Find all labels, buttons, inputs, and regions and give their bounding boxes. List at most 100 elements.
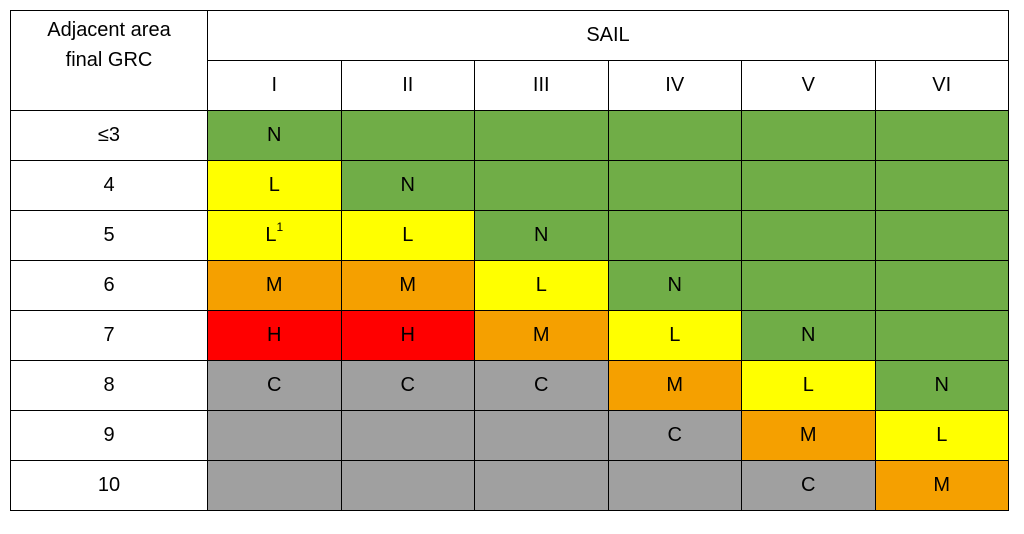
grc-value: 6 bbox=[103, 274, 115, 296]
risk-cell bbox=[607, 210, 742, 261]
risk-cell bbox=[874, 310, 1009, 361]
cell-content: L bbox=[402, 224, 413, 247]
risk-cell: M bbox=[474, 310, 609, 361]
risk-cell: M bbox=[207, 260, 342, 311]
risk-level: H bbox=[400, 324, 415, 346]
column-label: I bbox=[271, 74, 278, 96]
row-label: 10 bbox=[10, 460, 208, 511]
risk-level: C bbox=[267, 374, 282, 396]
row-label-header: Adjacent area final GRC bbox=[10, 10, 208, 111]
cell-content: N bbox=[935, 374, 949, 397]
group-header: SAIL bbox=[207, 10, 1009, 61]
cell-content: M bbox=[800, 424, 817, 447]
cell-content: L bbox=[669, 324, 680, 347]
risk-cell bbox=[607, 110, 742, 161]
cell-content: N bbox=[668, 274, 682, 297]
header-text: final GRC bbox=[65, 49, 153, 71]
risk-cell: L bbox=[741, 360, 876, 411]
column-header: IV bbox=[607, 60, 742, 111]
grc-value: 8 bbox=[103, 374, 115, 396]
column-label: III bbox=[532, 74, 550, 96]
row-label: 5 bbox=[10, 210, 208, 261]
risk-cell: N bbox=[874, 360, 1009, 411]
risk-cell bbox=[741, 210, 876, 261]
risk-level: H bbox=[267, 324, 282, 346]
row-label: 9 bbox=[10, 410, 208, 461]
risk-cell bbox=[741, 160, 876, 211]
risk-level: C bbox=[534, 374, 549, 396]
risk-cell bbox=[607, 160, 742, 211]
risk-level: M bbox=[399, 274, 417, 296]
row-label: 8 bbox=[10, 360, 208, 411]
risk-cell bbox=[741, 110, 876, 161]
risk-cell bbox=[874, 160, 1009, 211]
header-text: Adjacent area bbox=[47, 19, 171, 41]
risk-cell bbox=[474, 410, 609, 461]
column-header: II bbox=[340, 60, 475, 111]
risk-cell: H bbox=[207, 310, 342, 361]
column-header: III bbox=[474, 60, 609, 111]
row-label: 6 bbox=[10, 260, 208, 311]
grc-value: ≤3 bbox=[97, 124, 121, 146]
risk-cell bbox=[340, 460, 475, 511]
column-header: VI bbox=[874, 60, 1009, 111]
cell-content: M bbox=[266, 274, 283, 297]
risk-level: M bbox=[666, 374, 684, 396]
column-label: II bbox=[402, 74, 414, 96]
cell-content: N bbox=[401, 174, 415, 197]
risk-level: L bbox=[802, 374, 814, 396]
risk-cell: M bbox=[741, 410, 876, 461]
risk-level: N bbox=[801, 324, 816, 346]
grc-value: 10 bbox=[97, 474, 121, 496]
row-label: ≤3 bbox=[10, 110, 208, 161]
risk-cell bbox=[874, 260, 1009, 311]
risk-cell bbox=[207, 460, 342, 511]
cell-content: L1 bbox=[265, 220, 283, 247]
row-label: 7 bbox=[10, 310, 208, 361]
risk-cell bbox=[874, 110, 1009, 161]
risk-level: L bbox=[669, 324, 681, 346]
risk-level: L bbox=[936, 424, 948, 446]
risk-cell: L bbox=[474, 260, 609, 311]
grc-value: 4 bbox=[103, 174, 115, 196]
risk-level: M bbox=[532, 324, 550, 346]
cell-content: C bbox=[267, 374, 281, 397]
cell-content: M bbox=[533, 324, 550, 347]
risk-cell: C bbox=[340, 360, 475, 411]
risk-level: L bbox=[535, 274, 547, 296]
risk-cell: L bbox=[607, 310, 742, 361]
risk-level: L bbox=[265, 224, 277, 246]
column-label: V bbox=[801, 74, 815, 96]
cell-content: C bbox=[801, 474, 815, 497]
risk-level: N bbox=[400, 174, 415, 196]
cell-content: L bbox=[936, 424, 947, 447]
risk-cell bbox=[474, 160, 609, 211]
cell-content: C bbox=[668, 424, 682, 447]
cell-content: L bbox=[803, 374, 814, 397]
risk-level: M bbox=[799, 424, 817, 446]
cell-content: L bbox=[269, 174, 280, 197]
risk-level: N bbox=[934, 374, 949, 396]
risk-cell bbox=[741, 260, 876, 311]
risk-level: N bbox=[667, 274, 682, 296]
risk-cell bbox=[874, 210, 1009, 261]
column-header: I bbox=[207, 60, 342, 111]
row-label: 4 bbox=[10, 160, 208, 211]
risk-cell bbox=[340, 110, 475, 161]
risk-cell bbox=[207, 410, 342, 461]
grc-value: 5 bbox=[103, 224, 115, 246]
cell-content: N bbox=[534, 224, 548, 247]
header-text: SAIL bbox=[586, 24, 630, 46]
column-label: VI bbox=[932, 74, 952, 96]
cell-content: N bbox=[267, 124, 281, 147]
risk-level: N bbox=[534, 224, 549, 246]
risk-level: L bbox=[268, 174, 280, 196]
risk-cell: C bbox=[207, 360, 342, 411]
risk-level: N bbox=[267, 124, 282, 146]
risk-cell: M bbox=[607, 360, 742, 411]
risk-cell: H bbox=[340, 310, 475, 361]
risk-cell bbox=[607, 460, 742, 511]
risk-level: C bbox=[801, 474, 816, 496]
risk-cell: M bbox=[874, 460, 1009, 511]
